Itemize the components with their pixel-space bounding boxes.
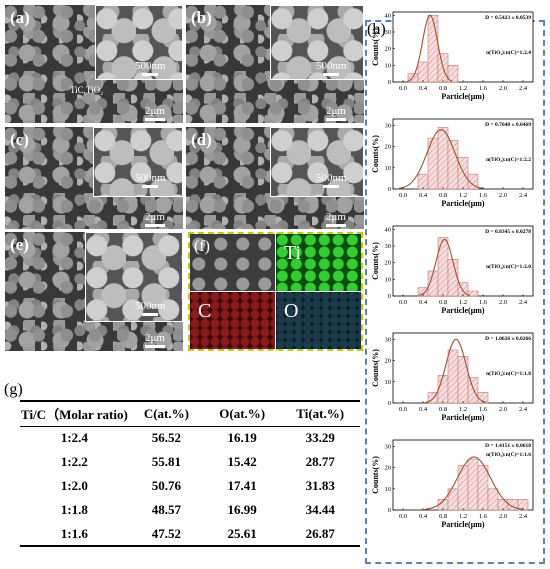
eds-map-o: O <box>276 292 361 349</box>
panel-label: (h) <box>367 21 386 38</box>
scale-bar-main: 2μm <box>326 105 346 121</box>
column-header: O(at.%) <box>203 400 281 427</box>
table-cell: 33.29 <box>305 430 335 446</box>
sem-inset <box>93 127 183 197</box>
composition-table: Ti/C（Molar ratio) C(at.%) O(at.%) Ti(at.… <box>20 400 360 547</box>
sem-panel-b: (b) 500nm 2μm <box>186 5 364 123</box>
composition-table-panel: (g) Ti/C（Molar ratio) C(at.%) O(at.%) Ti… <box>0 376 365 569</box>
sem-inset <box>270 5 364 80</box>
table-cell: 15.42 <box>227 454 257 469</box>
column-header: Ti/C（Molar ratio) <box>20 400 129 427</box>
column-header: C(at.%) <box>128 400 204 427</box>
panel-label: (g) <box>4 381 23 398</box>
eds-map-ti: Ti <box>276 234 361 291</box>
table-cell: 1:2.2 <box>60 454 88 469</box>
table-cell: 1:1.6 <box>20 522 129 547</box>
table-cell: 26.87 <box>280 522 360 547</box>
sem-panel-c: (c) 500nm 2μm <box>5 127 183 229</box>
scale-bar-inset: 500nm <box>135 300 166 316</box>
table-row: 1:2.0 50.76 17.41 31.83 <box>20 474 360 498</box>
table-row: 1:1.6 47.52 25.61 26.87 <box>20 522 360 547</box>
table-row: 1:2.4 56.52 16.19 33.29 <box>20 426 360 450</box>
table-cell: 1:2.4 <box>60 430 88 446</box>
table-cell: 28.77 <box>305 454 335 469</box>
scale-bar-inset: 500nm <box>135 60 166 76</box>
panel-label: (b) <box>191 8 212 27</box>
eds-map-c: C <box>190 292 275 349</box>
panel-label: (d) <box>191 130 212 149</box>
eds-element-ti: Ti <box>284 242 302 264</box>
scale-bar-main: 2μm <box>145 211 165 227</box>
sem-inset <box>85 232 183 322</box>
scale-bar-inset: 500nm <box>316 172 347 188</box>
table-row: 1:2.2 55.81 15.42 28.77 <box>20 450 360 474</box>
table-cell: 56.52 <box>151 430 182 446</box>
y-tick-label: 40 <box>385 12 392 19</box>
eds-sem-image: (f) <box>190 234 275 291</box>
table-cell: 16.99 <box>227 502 257 517</box>
table-cell: 34.44 <box>305 502 335 517</box>
scale-bar-main: 2μm <box>145 332 165 348</box>
table-cell: 31.83 <box>305 478 335 493</box>
scale-bar-inset: 500nm <box>135 172 166 188</box>
histogram-panel <box>365 20 545 564</box>
panel-label: (e) <box>10 235 29 254</box>
table-cell: 17.41 <box>227 478 257 493</box>
panel-label: (f) <box>194 238 210 255</box>
panel-label: (a) <box>10 8 30 27</box>
table-header-row: Ti/C（Molar ratio) C(at.%) O(at.%) Ti(at.… <box>20 400 360 427</box>
scale-bar-main: 2μm <box>145 105 165 121</box>
table-cell: 16.19 <box>227 430 257 446</box>
table-cell: 1:1.8 <box>60 502 88 517</box>
column-header: Ti(at.%) <box>280 400 360 427</box>
panel-label: (c) <box>10 130 29 149</box>
table-cell: 48.57 <box>151 502 182 517</box>
phase-annotation: TiC,TiO₂ <box>70 85 104 95</box>
table-row: 1:1.8 48.57 16.99 34.44 <box>20 498 360 522</box>
table-cell: 55.81 <box>151 454 182 469</box>
sem-panel-d: (d) 500nm 2μm <box>186 127 364 229</box>
scale-bar-inset: 500nm <box>316 60 347 76</box>
eds-mapping-panel: (f) Ti C O <box>188 232 363 351</box>
scale-bar-main: 2μm <box>326 211 346 227</box>
table-cell: 47.52 <box>128 522 204 547</box>
sem-panel-e: (e) 500nm 2μm <box>5 232 183 351</box>
sem-panel-a: (a) 500nm 2μm TiC,TiO₂ <box>5 5 183 123</box>
table-cell: 25.61 <box>203 522 281 547</box>
sem-inset <box>95 5 183 80</box>
eds-element-o: O <box>284 300 299 322</box>
table-cell: 1:2.0 <box>60 478 88 493</box>
sem-inset <box>270 127 364 197</box>
table-cell: 50.76 <box>151 478 182 493</box>
eds-element-c: C <box>198 300 212 322</box>
